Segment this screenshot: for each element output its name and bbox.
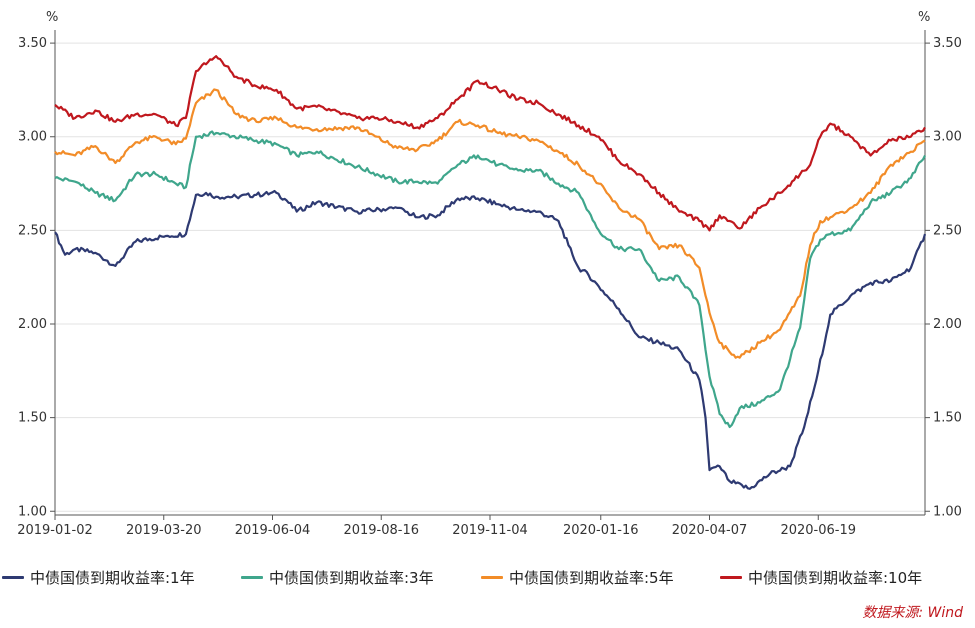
- legend-item-5y[interactable]: 中债国债到期收益率:5年: [481, 562, 674, 592]
- x-tick-label: 2019-08-16: [343, 523, 419, 538]
- y-tick-label-left: 3.00: [18, 130, 47, 145]
- legend-label-5y: 中债国债到期收益率:5年: [509, 568, 674, 587]
- y-axis-right-ticks: 3.50 3.00 2.50 2.00 1.50 1.00: [925, 36, 962, 519]
- x-tick-label: 2019-03-20: [126, 523, 202, 538]
- x-tick-label: 2019-01-02: [17, 523, 93, 538]
- y-tick-label-right: 1.50: [933, 411, 962, 426]
- y-tick-label-right: 3.50: [933, 36, 962, 51]
- series-line: [54, 130, 926, 429]
- legend-swatch-3y: [241, 575, 263, 579]
- series-line: [54, 55, 926, 232]
- x-tick-label: 2020-01-16: [563, 523, 639, 538]
- x-tick-label: 2020-06-19: [780, 523, 856, 538]
- legend-swatch-1y: [2, 575, 24, 579]
- legend-swatch-10y: [720, 575, 742, 579]
- legend-item-1y[interactable]: 中债国债到期收益率:1年: [2, 562, 195, 592]
- x-tick-label: 2020-04-07: [672, 523, 748, 538]
- y-tick-label-left: 1.50: [18, 411, 47, 426]
- axes: [54, 30, 926, 516]
- x-axis-ticks: 2019-01-02 2019-03-20 2019-06-04 2019-08-16…: [17, 515, 856, 538]
- series-lines: [54, 55, 927, 490]
- y-tick-label-left: 1.00: [18, 504, 47, 519]
- legend-label-1y: 中债国债到期收益率:1年: [30, 568, 195, 587]
- y-tick-label-left: 3.50: [18, 36, 47, 51]
- legend-label-3y: 中债国债到期收益率:3年: [269, 568, 434, 587]
- series-line: [54, 189, 927, 490]
- y-axis-right-unit: %: [918, 10, 930, 25]
- legend: 中债国债到期收益率:1年 中债国债到期收益率:3年 中债国债到期收益率:5年 中…: [0, 562, 975, 592]
- data-source-note: 数据来源: Wind: [862, 605, 963, 621]
- y-axis-left-unit: %: [46, 10, 58, 25]
- y-tick-label-right: 1.00: [933, 504, 962, 519]
- legend-item-3y[interactable]: 中债国债到期收益率:3年: [241, 562, 434, 592]
- y-tick-label-left: 2.00: [18, 317, 47, 332]
- series-line: [54, 88, 926, 359]
- legend-swatch-5y: [481, 575, 503, 579]
- y-tick-label-right: 2.00: [933, 317, 962, 332]
- x-tick-label: 2019-06-04: [235, 523, 311, 538]
- legend-label-10y: 中债国债到期收益率:10年: [748, 568, 923, 587]
- y-tick-label-right: 3.00: [933, 130, 962, 145]
- legend-item-10y[interactable]: 中债国债到期收益率:10年: [720, 562, 922, 592]
- y-axis-left-ticks: 3.50 3.00 2.50 2.00 1.50 1.00: [18, 36, 55, 519]
- gridlines: [55, 42, 925, 512]
- x-tick-label: 2019-11-04: [452, 523, 528, 538]
- y-tick-label-right: 2.50: [933, 223, 962, 238]
- y-tick-label-left: 2.50: [18, 223, 47, 238]
